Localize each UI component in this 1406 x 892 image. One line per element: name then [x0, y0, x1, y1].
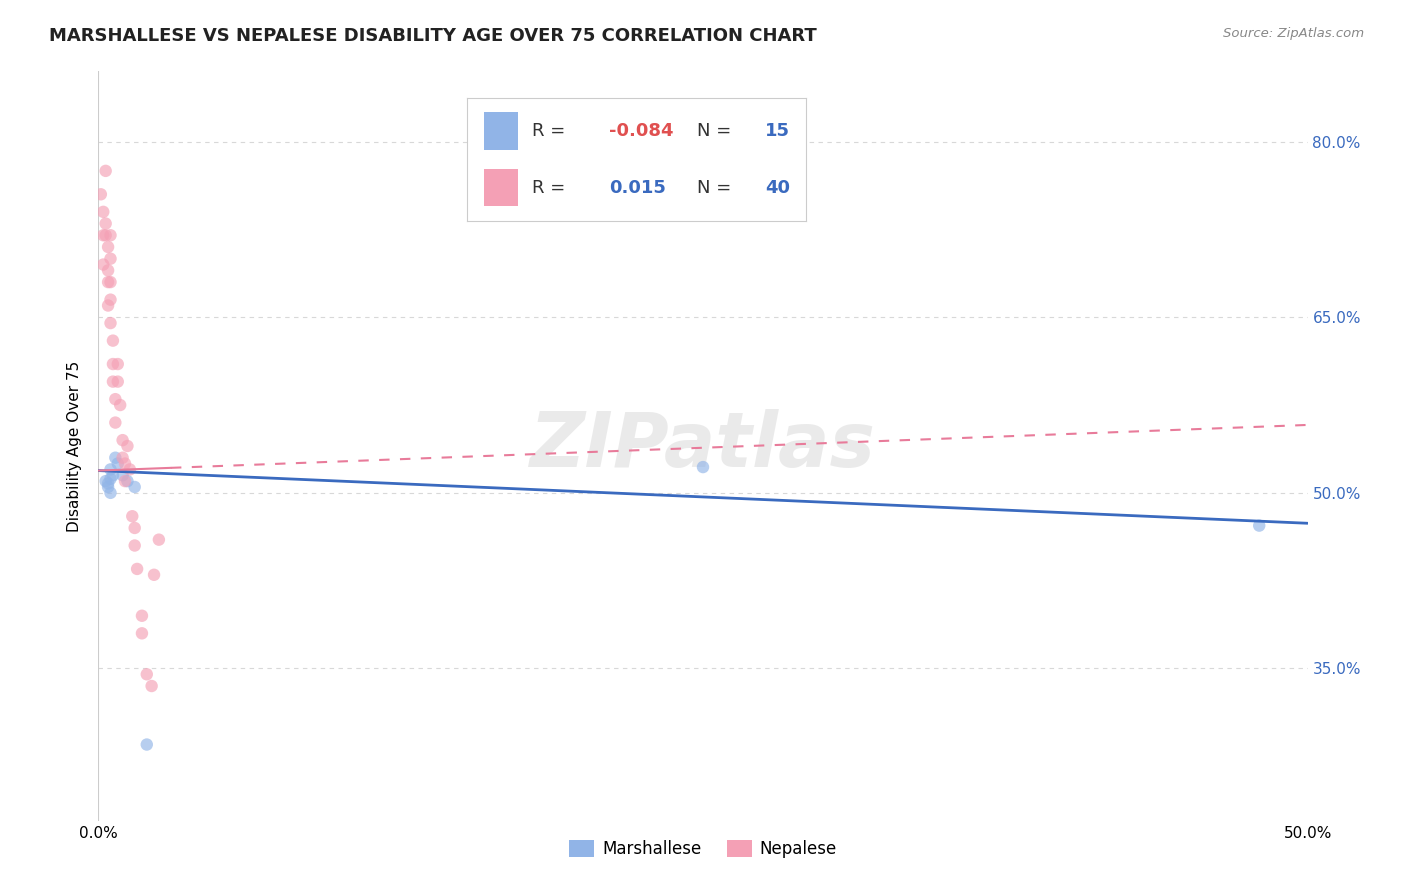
Text: Source: ZipAtlas.com: Source: ZipAtlas.com	[1223, 27, 1364, 40]
Point	[127, 562, 149, 576]
Point	[148, 533, 170, 547]
Y-axis label: Disability Age Over 75: Disability Age Over 75	[67, 360, 83, 532]
Point	[114, 474, 136, 488]
Point	[94, 164, 117, 178]
Point	[692, 460, 714, 475]
Point	[124, 480, 146, 494]
Point	[104, 450, 127, 465]
Point	[101, 375, 124, 389]
Point	[1249, 518, 1271, 533]
Point	[101, 334, 124, 348]
Point	[131, 608, 153, 623]
Point	[104, 392, 127, 407]
Point	[100, 275, 122, 289]
Point	[100, 316, 122, 330]
Point	[118, 462, 141, 476]
Point	[100, 293, 122, 307]
Point	[108, 398, 131, 412]
Point	[97, 476, 120, 491]
Point	[117, 474, 139, 488]
Point	[94, 217, 117, 231]
Point	[104, 416, 127, 430]
Point	[143, 567, 166, 582]
Point	[91, 205, 114, 219]
Point	[97, 480, 120, 494]
Point	[94, 228, 117, 243]
Point	[97, 240, 120, 254]
Point	[111, 433, 134, 447]
Point	[135, 738, 157, 752]
Point	[97, 275, 120, 289]
Point	[135, 667, 157, 681]
Point	[117, 439, 139, 453]
Text: ZIPatlas: ZIPatlas	[530, 409, 876, 483]
Point	[114, 457, 136, 471]
Point	[91, 228, 114, 243]
Point	[101, 468, 124, 483]
Point	[97, 263, 120, 277]
Point	[107, 357, 129, 371]
Point	[100, 252, 122, 266]
Point	[124, 521, 146, 535]
Point	[111, 450, 134, 465]
Legend: Marshallese, Nepalese: Marshallese, Nepalese	[562, 833, 844, 864]
Point	[100, 485, 122, 500]
Point	[91, 258, 114, 272]
Point	[141, 679, 163, 693]
Point	[100, 462, 122, 476]
Point	[131, 626, 153, 640]
Text: MARSHALLESE VS NEPALESE DISABILITY AGE OVER 75 CORRELATION CHART: MARSHALLESE VS NEPALESE DISABILITY AGE O…	[49, 27, 817, 45]
Point	[121, 509, 143, 524]
Point	[101, 357, 124, 371]
Point	[94, 474, 117, 488]
Point	[100, 472, 122, 486]
Point	[111, 468, 134, 483]
Point	[124, 539, 146, 553]
Point	[97, 298, 120, 313]
Point	[100, 228, 122, 243]
Point	[90, 187, 112, 202]
Point	[107, 457, 129, 471]
Point	[107, 375, 129, 389]
